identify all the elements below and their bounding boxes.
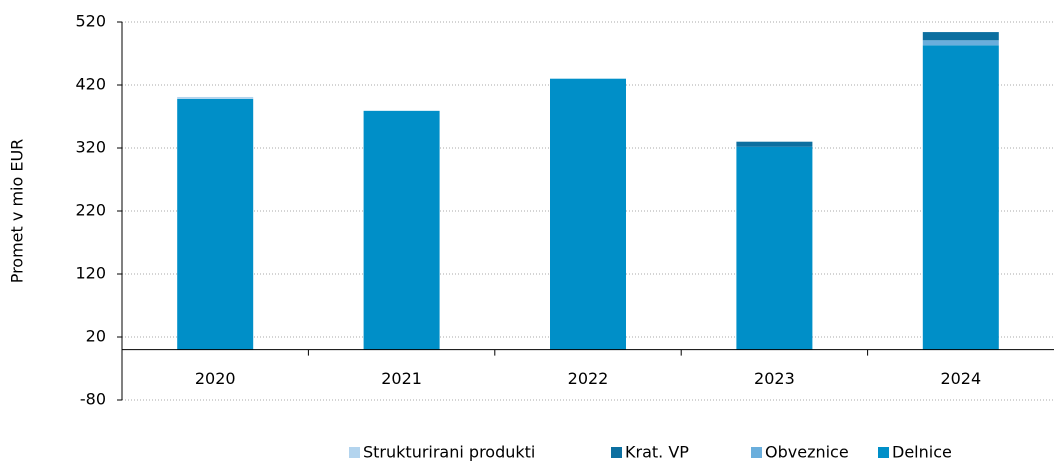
- legend-label: Strukturirani produkti: [363, 443, 535, 462]
- legend-swatch: [751, 447, 762, 458]
- legend-swatch: [878, 447, 889, 458]
- x-tick-label: 2022: [568, 369, 609, 388]
- bar-segment: [922, 32, 999, 41]
- y-tick-label: 420: [75, 75, 106, 94]
- legend-swatch: [611, 447, 622, 458]
- y-axis-label: Promet v mio EUR: [8, 139, 27, 284]
- x-tick-label: 2021: [381, 369, 422, 388]
- x-tick-label: 2024: [940, 369, 981, 388]
- x-tick-label: 2020: [195, 369, 236, 388]
- legend-label: Delnice: [892, 443, 952, 462]
- bar-segment: [922, 45, 999, 350]
- y-tick-label: 520: [75, 12, 106, 31]
- bar-segment: [177, 98, 254, 350]
- x-tick-label: 2023: [754, 369, 795, 388]
- legend-label: Krat. VP: [625, 443, 689, 462]
- bar-segment: [177, 96, 254, 99]
- bar-segment: [363, 110, 440, 350]
- y-tick-label: -80: [80, 390, 106, 409]
- y-tick-label: 120: [75, 264, 106, 283]
- y-tick-label: 220: [75, 201, 106, 220]
- bar-segment: [550, 78, 626, 350]
- bar-segment: [922, 40, 999, 46]
- legend-swatch: [349, 447, 360, 458]
- legend-label: Obveznice: [765, 443, 849, 462]
- bar-segment: [736, 141, 813, 147]
- y-tick-label: 320: [75, 138, 106, 157]
- bar-segment: [736, 146, 813, 350]
- y-tick-label: 20: [86, 327, 106, 346]
